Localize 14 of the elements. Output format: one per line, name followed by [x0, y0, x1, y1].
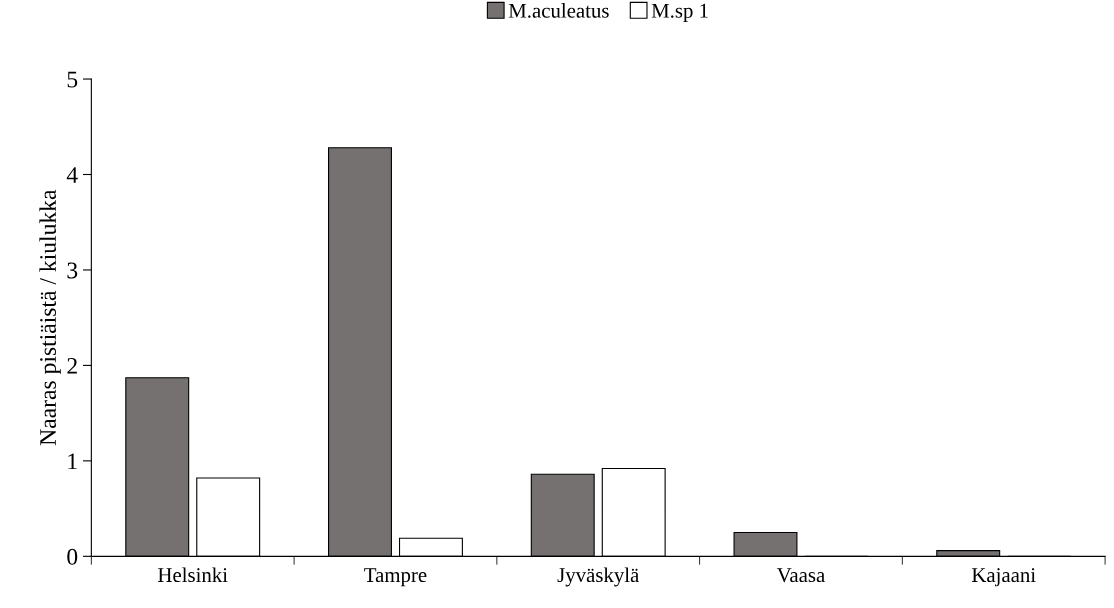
legend-label: M.aculeatus — [508, 3, 609, 18]
y-tick-label: 1 — [68, 453, 77, 470]
y-axis-title: Naaras pistiäistä / kiulukka — [39, 189, 61, 446]
x-tick-label: Kajaani — [971, 568, 1036, 587]
y-tick-label: 5 — [67, 71, 78, 88]
x-tick-label: Tampre — [364, 568, 427, 587]
y-tick-label: 0 — [67, 548, 78, 565]
x-tick-label: Jyväskylä — [557, 567, 640, 587]
x-tick-label: Vaasa — [776, 568, 825, 583]
y-tick-label: 3 — [67, 262, 78, 279]
y-tick-label: 2 — [67, 357, 77, 374]
legend-label: M.sp 1 — [651, 3, 708, 22]
x-tick-label: Helsinki — [158, 567, 228, 583]
y-tick-label: 4 — [66, 167, 78, 183]
